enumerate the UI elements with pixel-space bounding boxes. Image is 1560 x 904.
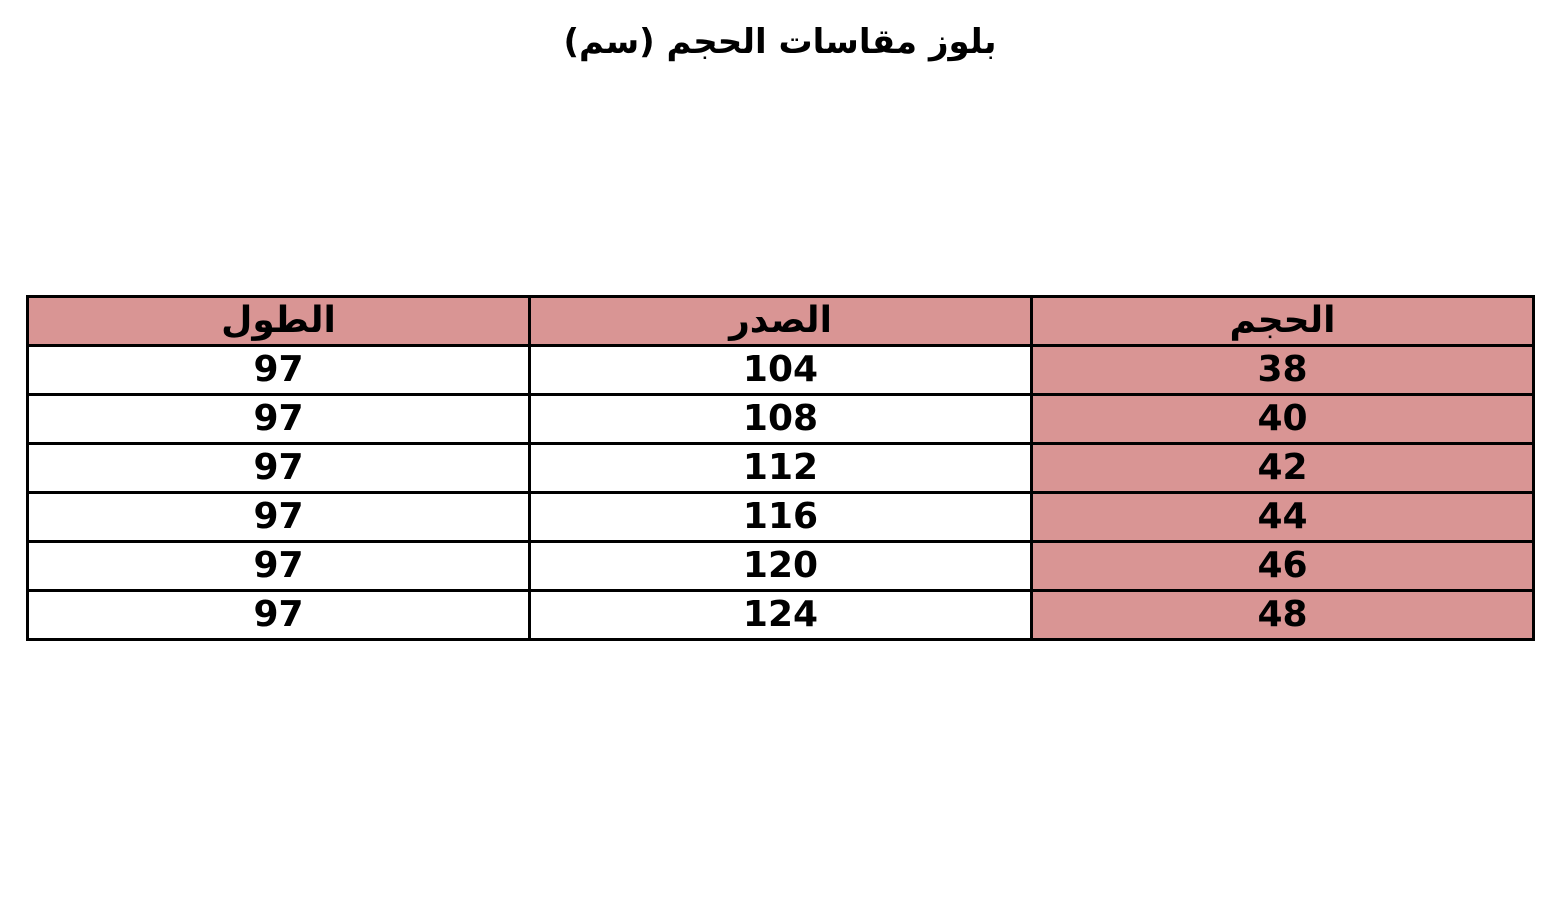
size-cell: 42 [1030, 442, 1535, 494]
chest-cell: 116 [528, 491, 1033, 543]
length-cell: 97 [26, 589, 531, 641]
header-size: الحجم [1030, 295, 1535, 347]
size-cell: 38 [1030, 344, 1535, 396]
length-cell: 97 [26, 491, 531, 543]
length-cell: 97 [26, 344, 531, 396]
chest-cell: 120 [528, 540, 1033, 592]
chest-cell: 104 [528, 344, 1033, 396]
size-cell: 40 [1030, 393, 1535, 445]
size-cell: 44 [1030, 491, 1535, 543]
header-chest: الصدر [528, 295, 1033, 347]
table-row: 46 120 97 [26, 540, 1535, 592]
chest-cell: 108 [528, 393, 1033, 445]
page-title: بلوز مقاسات الحجم (سم) [563, 22, 997, 62]
header-row: الحجم الصدر الطول [26, 295, 1535, 347]
length-cell: 97 [26, 442, 531, 494]
size-table: الحجم الصدر الطول 38 104 97 40 108 97 42 112 97 4… [26, 295, 1535, 641]
chest-cell: 124 [528, 589, 1033, 641]
table-row: 42 112 97 [26, 442, 1535, 494]
length-cell: 97 [26, 540, 531, 592]
size-cell: 46 [1030, 540, 1535, 592]
table-row: 40 108 97 [26, 393, 1535, 445]
table-row: 44 116 97 [26, 491, 1535, 543]
chest-cell: 112 [528, 442, 1033, 494]
table-row: 48 124 97 [26, 589, 1535, 641]
table-row: 38 104 97 [26, 344, 1535, 396]
header-length: الطول [26, 295, 531, 347]
length-cell: 97 [26, 393, 531, 445]
size-cell: 48 [1030, 589, 1535, 641]
